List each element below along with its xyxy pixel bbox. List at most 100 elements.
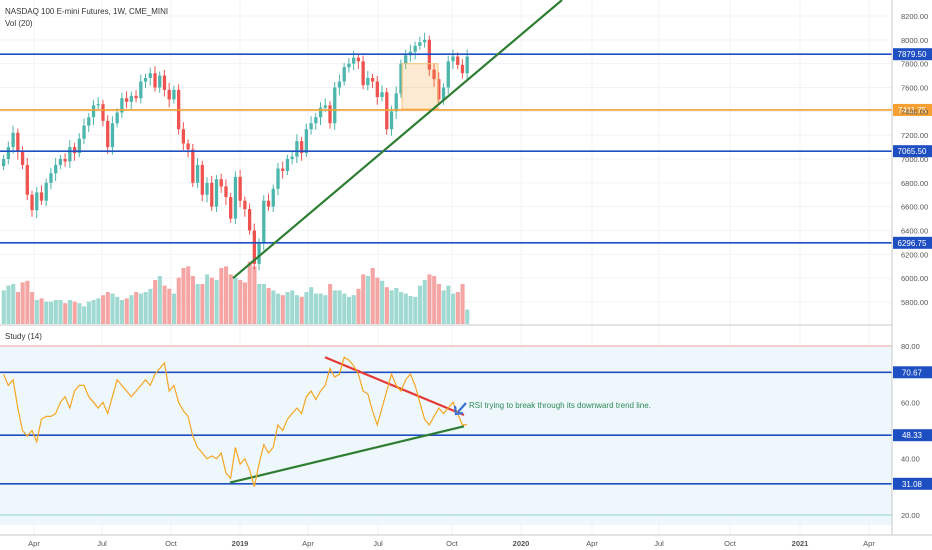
volume-bar (138, 293, 143, 324)
trend-lines[interactable] (229, 0, 563, 484)
volume-bars (1, 261, 470, 324)
candle-body (413, 45, 417, 52)
volume-bar (153, 280, 158, 324)
volume-bar (44, 301, 49, 324)
rsi-downtrend-line[interactable] (324, 356, 465, 417)
consolidation-box[interactable] (401, 63, 439, 110)
volume-bar (365, 276, 371, 324)
candle-body (229, 197, 233, 219)
price-uptrend-line[interactable] (232, 0, 563, 280)
candle-body (441, 87, 446, 100)
volume-bar (261, 284, 266, 324)
candle-body (39, 192, 44, 201)
volume-bar (171, 293, 177, 324)
volume-bar (342, 293, 347, 324)
price-tick-label: 6600.00 (901, 203, 928, 212)
volume-bar (219, 268, 224, 324)
volume-bar (271, 290, 276, 324)
volume-bar (67, 300, 73, 324)
volume-bar (242, 282, 248, 324)
volume-bar (195, 284, 200, 324)
volume-bar (465, 309, 470, 324)
rsi-line (3, 356, 468, 487)
candle-body (304, 129, 309, 154)
candle-body (257, 242, 261, 264)
candle-body (233, 176, 238, 219)
candle-body (205, 182, 209, 195)
candle-body (72, 147, 77, 154)
volume-bar (20, 282, 25, 324)
x-tick-label: Apr (586, 539, 598, 548)
volume-bar (119, 300, 125, 324)
volume-bar (110, 293, 115, 324)
candle-body (309, 123, 313, 130)
volume-bar (417, 285, 423, 324)
candle-body (186, 143, 190, 150)
candle-body (328, 105, 332, 124)
x-tick-label: Oct (446, 539, 459, 548)
rsi-level-label: 48.33 (902, 431, 923, 440)
candle-body (2, 159, 6, 167)
candle-body (451, 56, 455, 62)
volume-bar (389, 290, 394, 324)
volume-bar (299, 296, 304, 324)
candle-body (191, 149, 195, 183)
rsi-tick-label: 80.00 (901, 342, 920, 351)
x-tick-label: Apr (28, 539, 40, 548)
candle-body (224, 186, 228, 198)
candle-body (134, 95, 138, 99)
candle-body (347, 63, 351, 68)
volume-bar (101, 295, 106, 324)
volume-bar (285, 292, 290, 324)
x-tick-label: Oct (724, 539, 737, 548)
volume-bar (63, 303, 68, 324)
price-level-tag (893, 103, 932, 116)
volume-bar (422, 280, 427, 324)
volume-bar (129, 295, 134, 324)
rsi-uptrend-line[interactable] (229, 425, 465, 484)
price-level-label: 7065.50 (898, 147, 927, 156)
candle-body (456, 56, 460, 65)
price-tick-label: 7800.00 (901, 60, 928, 69)
volume-bar (332, 290, 337, 324)
volume-bar (115, 296, 120, 324)
candle-body (337, 81, 342, 88)
horizontal-levels[interactable]: 7879.50 7411.75 7065.50 6296.75 70.67 48.33 31… (0, 48, 932, 490)
candle-body (63, 159, 67, 162)
volume-bar (441, 290, 446, 324)
candle-body (318, 107, 323, 118)
price-tick-label: 5800.00 (901, 298, 928, 307)
volume-bar (167, 288, 172, 324)
candle-body (77, 138, 81, 154)
volume-bar (186, 266, 191, 324)
volume-bar (323, 295, 328, 324)
volume-bar (356, 288, 361, 324)
candle-body (35, 192, 39, 211)
rsi-level-tag (893, 429, 932, 442)
volume-bar (58, 300, 63, 324)
rsi-series (3, 356, 468, 487)
volume-bar (413, 296, 418, 324)
volume-bar (205, 274, 210, 324)
x-tick-label: Jul (654, 539, 664, 548)
candle-body (380, 92, 384, 98)
volume-bar (313, 293, 318, 324)
volume-bar (34, 300, 39, 324)
candle-body (370, 77, 375, 82)
volume-bar (446, 285, 451, 324)
price-level-tag (893, 145, 932, 158)
candle-body (252, 230, 256, 264)
volume-bar (96, 298, 101, 324)
price-tick-label: 6400.00 (901, 227, 928, 236)
candle-body (399, 63, 403, 94)
candle-body (295, 141, 299, 157)
candle-body (181, 129, 186, 144)
candle-body (285, 159, 290, 171)
rsi-annotation: RSI trying to break through its downward… (469, 401, 651, 410)
volume-bar (6, 285, 11, 324)
volume-bar (162, 285, 167, 324)
candle-body (418, 42, 422, 46)
volume-bar (39, 298, 44, 324)
candle-body (266, 200, 271, 207)
volume-bar (233, 277, 238, 324)
